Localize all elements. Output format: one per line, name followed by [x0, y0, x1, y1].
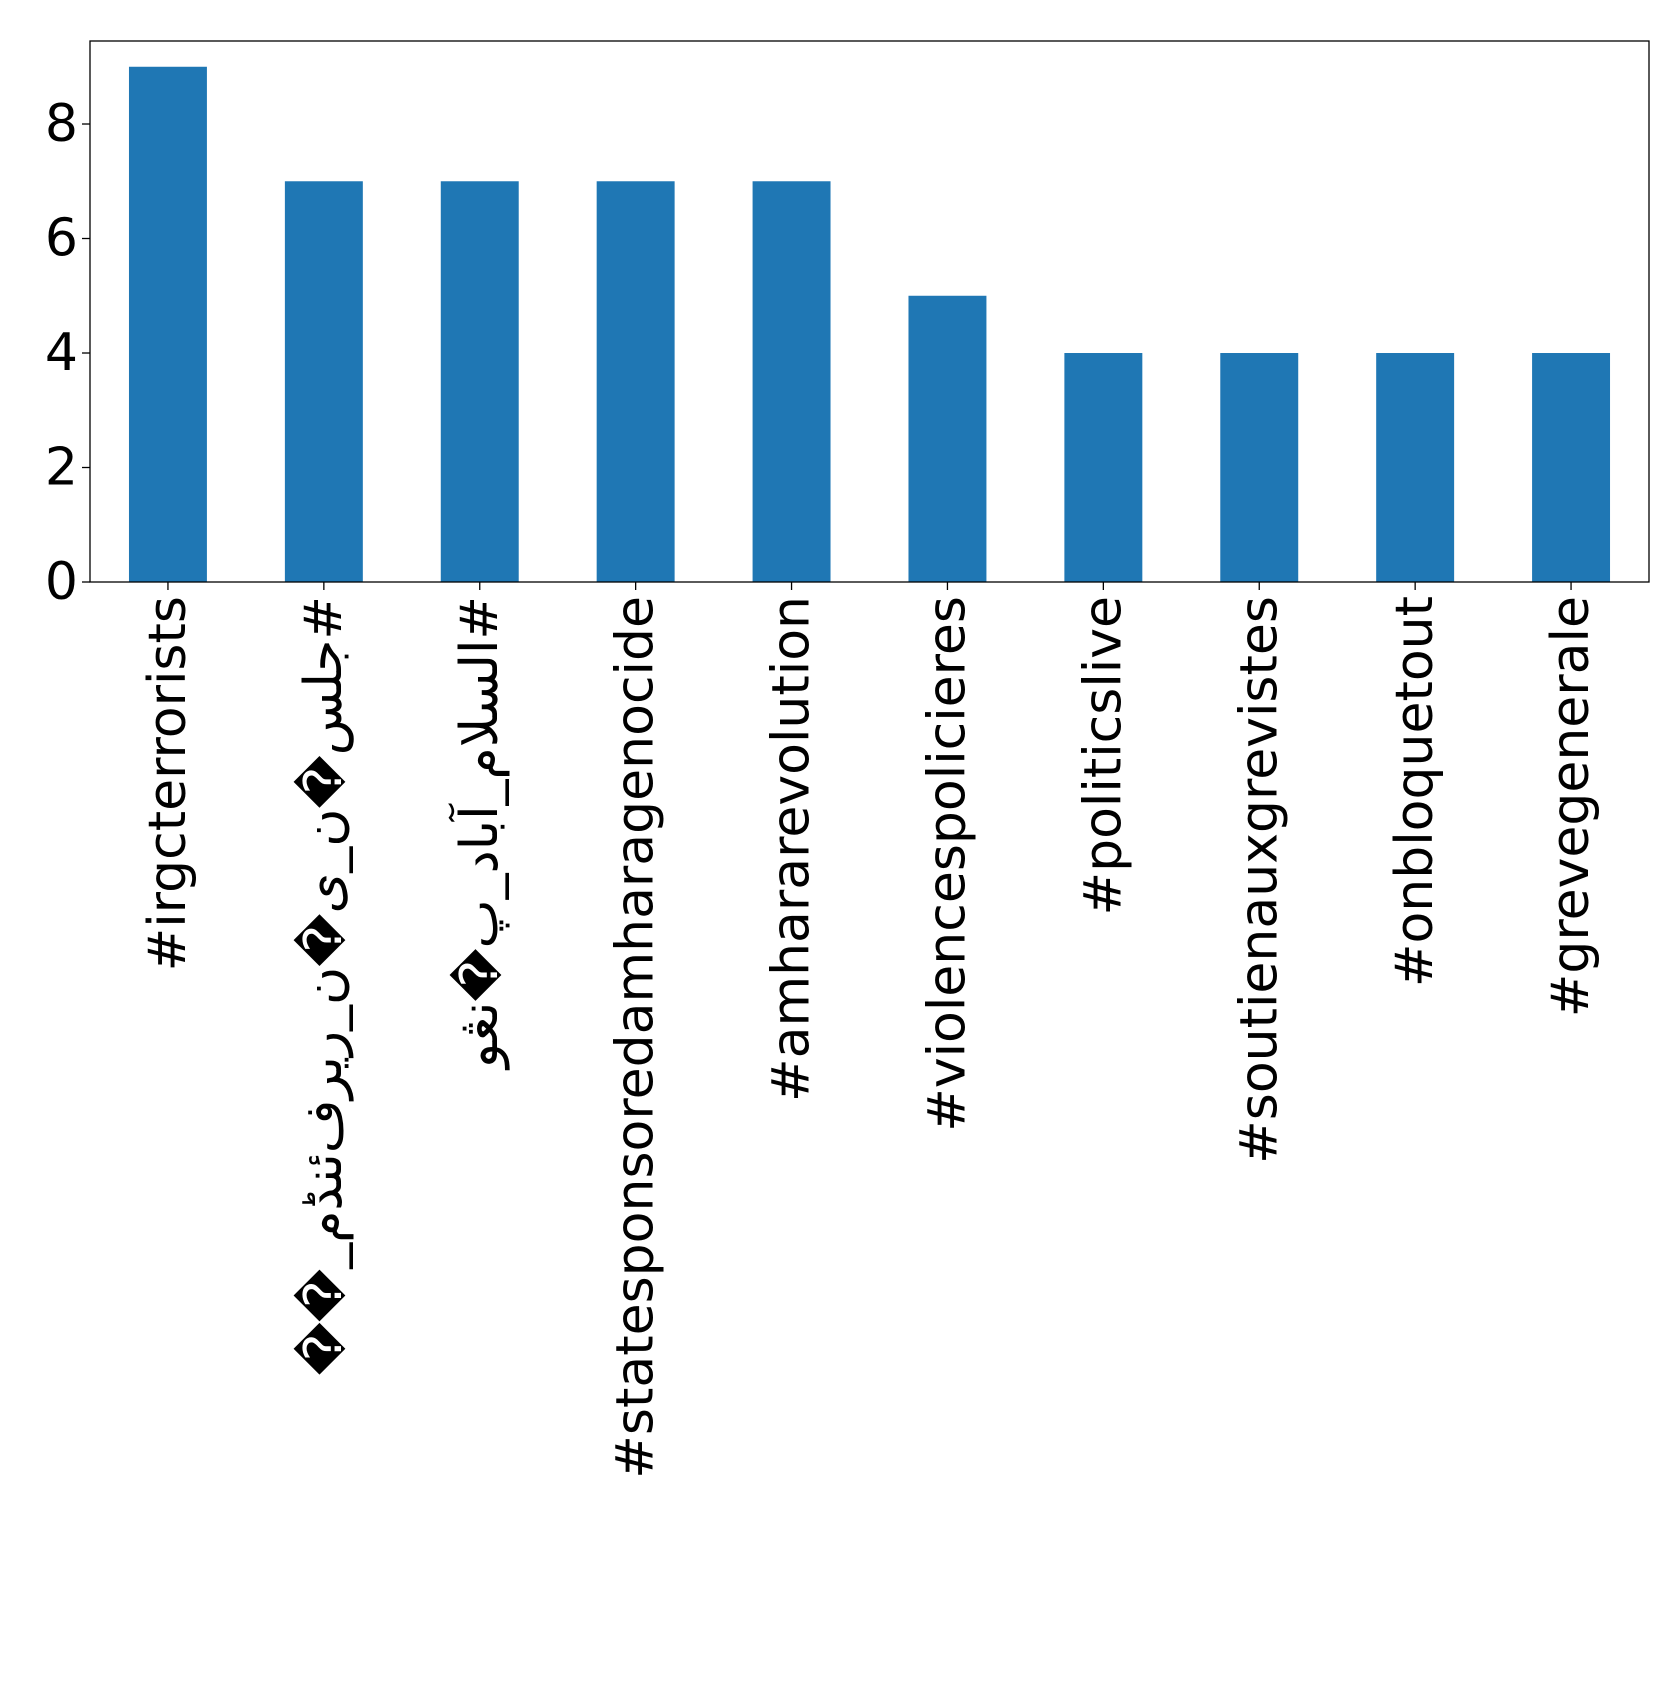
x-tick-label: #violencespolicieres [917, 596, 977, 1132]
y-tick-label: 2 [45, 438, 78, 498]
y-tick-label: 0 [45, 552, 78, 612]
bar [596, 181, 675, 582]
plot-frame [89, 40, 1650, 583]
x-tick-label: #irgcterrorists [138, 596, 198, 971]
bar [1064, 353, 1143, 582]
x-tick-label: #grevegenerale [1541, 596, 1601, 1017]
x-tick-label: #statesponsoredamharagenocide [606, 596, 666, 1479]
bar [908, 295, 987, 582]
y-axis: 0 2 4 6 8 [45, 94, 90, 612]
bar [1376, 353, 1455, 582]
bar [440, 181, 519, 582]
x-tick-label: #onbloquetout [1385, 596, 1445, 987]
y-tick-label: 4 [45, 323, 78, 383]
bars-group [128, 66, 1611, 582]
bar [284, 181, 363, 582]
x-tick-label: #politicslive [1073, 596, 1133, 915]
bar [752, 181, 831, 582]
bar [1220, 353, 1299, 582]
x-tick-label: #جلس�ن_ی�ن_ریرف‌ئنڈم_�� [293, 596, 354, 1375]
bar [1532, 353, 1611, 582]
x-tick-label: #amhararevolution [762, 596, 822, 1102]
y-tick-label: 6 [45, 209, 78, 269]
y-tick-label: 8 [45, 94, 78, 154]
x-axis: #irgcterrorists #جلس�ن_ی�ن_ریرف‌ئنڈم_�� #ا… [138, 582, 1601, 1479]
bar [128, 66, 207, 582]
x-tick-label: #soutienauxgrevistes [1229, 596, 1289, 1164]
x-tick-label: #السلام_آباد_پ�نڠو [447, 596, 510, 1071]
